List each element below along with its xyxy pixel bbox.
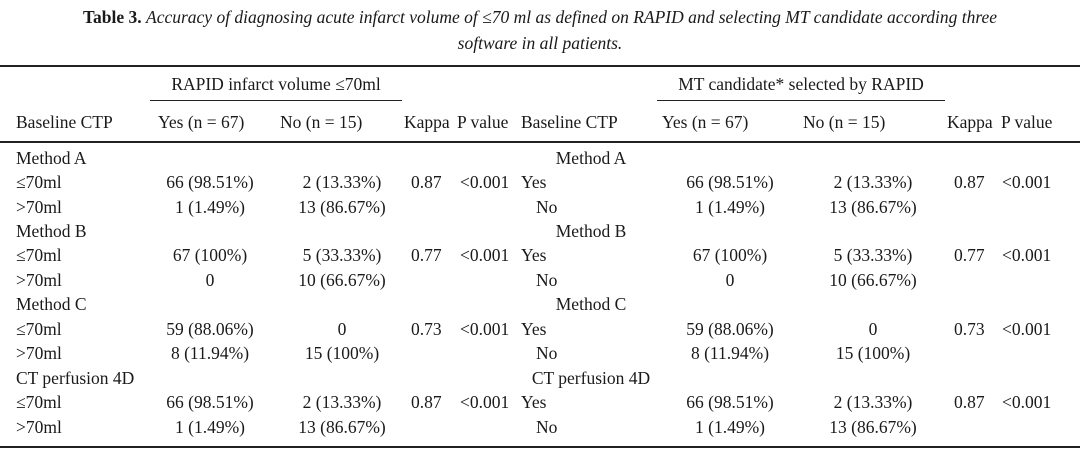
left-yes-value: 1 (1.49%): [175, 417, 245, 437]
right-method-name: CT perfusion 4D: [531, 368, 651, 388]
right-row-label: Yes: [521, 319, 547, 339]
right-no-header: No (n = 15): [803, 112, 886, 132]
left-no-header: No (n = 15): [280, 112, 363, 132]
left-no-value: 13 (86.67%): [298, 417, 386, 437]
left-row-label: >70ml: [16, 197, 62, 217]
right-no-value: 0: [868, 319, 878, 339]
left-kappa-value: 0.87: [411, 392, 442, 412]
right-row-label: Yes: [521, 172, 547, 192]
left-method-name: CT perfusion 4D: [16, 368, 135, 388]
bottom-rule: [0, 446, 1080, 448]
right-yes-header: Yes (n = 67): [662, 112, 749, 132]
right-method-name: Method C: [555, 294, 627, 314]
left-method-name: Method A: [16, 148, 87, 168]
right-row-label: Yes: [521, 392, 547, 412]
left-row-label: >70ml: [16, 343, 62, 363]
top-rule: [0, 65, 1080, 67]
left-row-label: ≤70ml: [16, 245, 62, 265]
right-no-value: 15 (100%): [835, 343, 911, 363]
left-row-label: >70ml: [16, 270, 62, 290]
group-rule-right: [657, 100, 945, 101]
right-kappa-value: 0.73: [954, 319, 985, 339]
right-p-value: <0.001: [1002, 392, 1052, 412]
right-p-value: <0.001: [1002, 172, 1052, 192]
left-p-value: <0.001: [460, 392, 510, 412]
right-yes-value: 8 (11.94%): [690, 343, 770, 363]
right-no-value: 2 (13.33%): [833, 392, 913, 412]
right-baseline-ctp-header: Baseline CTP: [521, 112, 618, 132]
right-row-label: No: [536, 417, 558, 437]
right-kappa-value: 0.87: [954, 392, 985, 412]
left-yes-value: 59 (88.06%): [166, 319, 254, 339]
right-row-label: No: [536, 197, 558, 217]
left-method-name: Method B: [16, 221, 87, 241]
header-bottom-rule: [0, 141, 1080, 143]
right-kappa-value: 0.87: [954, 172, 985, 192]
table-caption: Table 3. Accuracy of diagnosing acute in…: [0, 4, 1080, 56]
left-baseline-ctp-header: Baseline CTP: [16, 112, 113, 132]
left-no-value: 0: [337, 319, 347, 339]
right-yes-value: 66 (98.51%): [686, 392, 774, 412]
left-no-value: 2 (13.33%): [302, 172, 382, 192]
left-kappa-value: 0.77: [411, 245, 442, 265]
left-no-value: 5 (33.33%): [302, 245, 382, 265]
left-no-value: 13 (86.67%): [298, 197, 386, 217]
right-p-value-header: P value: [1001, 112, 1053, 132]
left-yes-value: 66 (98.51%): [166, 172, 254, 192]
left-yes-value: 67 (100%): [172, 245, 248, 265]
right-group-header: MT candidate* selected by RAPID: [678, 74, 924, 94]
right-yes-value: 59 (88.06%): [686, 319, 774, 339]
right-p-value: <0.001: [1002, 245, 1052, 265]
left-kappa-value: 0.73: [411, 319, 442, 339]
left-no-value: 2 (13.33%): [302, 392, 382, 412]
right-no-value: 13 (86.67%): [829, 197, 917, 217]
left-row-label: ≤70ml: [16, 319, 62, 339]
left-no-value: 15 (100%): [304, 343, 380, 363]
right-no-value: 13 (86.67%): [829, 417, 917, 437]
left-row-label: ≤70ml: [16, 172, 62, 192]
left-p-value: <0.001: [460, 319, 510, 339]
caption-line-1: Table 3. Accuracy of diagnosing acute in…: [0, 4, 1080, 30]
right-no-value: 5 (33.33%): [833, 245, 913, 265]
left-kappa-value: 0.87: [411, 172, 442, 192]
left-row-label: >70ml: [16, 417, 62, 437]
right-yes-value: 67 (100%): [692, 245, 768, 265]
right-yes-value: 1 (1.49%): [695, 197, 765, 217]
group-rule-left: [150, 100, 402, 101]
table-label: Table 3.: [82, 7, 142, 27]
left-yes-value: 0: [205, 270, 215, 290]
left-p-value-header: P value: [457, 112, 509, 132]
right-row-label: Yes: [521, 245, 547, 265]
right-row-label: No: [536, 270, 558, 290]
right-method-name: Method A: [555, 148, 627, 168]
caption-text-line-1: Accuracy of diagnosing acute infarct vol…: [146, 7, 998, 27]
right-yes-value: 0: [725, 270, 735, 290]
left-p-value: <0.001: [460, 172, 510, 192]
right-method-name: Method B: [555, 221, 627, 241]
caption-text-line-2: software in all patients.: [457, 33, 623, 53]
right-kappa-header: Kappa: [947, 112, 993, 132]
left-yes-header: Yes (n = 67): [158, 112, 245, 132]
left-kappa-header: Kappa: [404, 112, 450, 132]
right-no-value: 10 (66.67%): [829, 270, 917, 290]
left-no-value: 10 (66.67%): [298, 270, 386, 290]
right-yes-value: 1 (1.49%): [695, 417, 765, 437]
right-no-value: 2 (13.33%): [833, 172, 913, 192]
right-row-label: No: [536, 343, 558, 363]
left-yes-value: 8 (11.94%): [170, 343, 250, 363]
left-method-name: Method C: [16, 294, 87, 314]
left-p-value: <0.001: [460, 245, 510, 265]
right-yes-value: 66 (98.51%): [686, 172, 774, 192]
left-yes-value: 66 (98.51%): [166, 392, 254, 412]
left-group-header: RAPID infarct volume ≤70ml: [171, 74, 381, 94]
left-row-label: ≤70ml: [16, 392, 62, 412]
right-p-value: <0.001: [1002, 319, 1052, 339]
right-kappa-value: 0.77: [954, 245, 985, 265]
left-yes-value: 1 (1.49%): [175, 197, 245, 217]
